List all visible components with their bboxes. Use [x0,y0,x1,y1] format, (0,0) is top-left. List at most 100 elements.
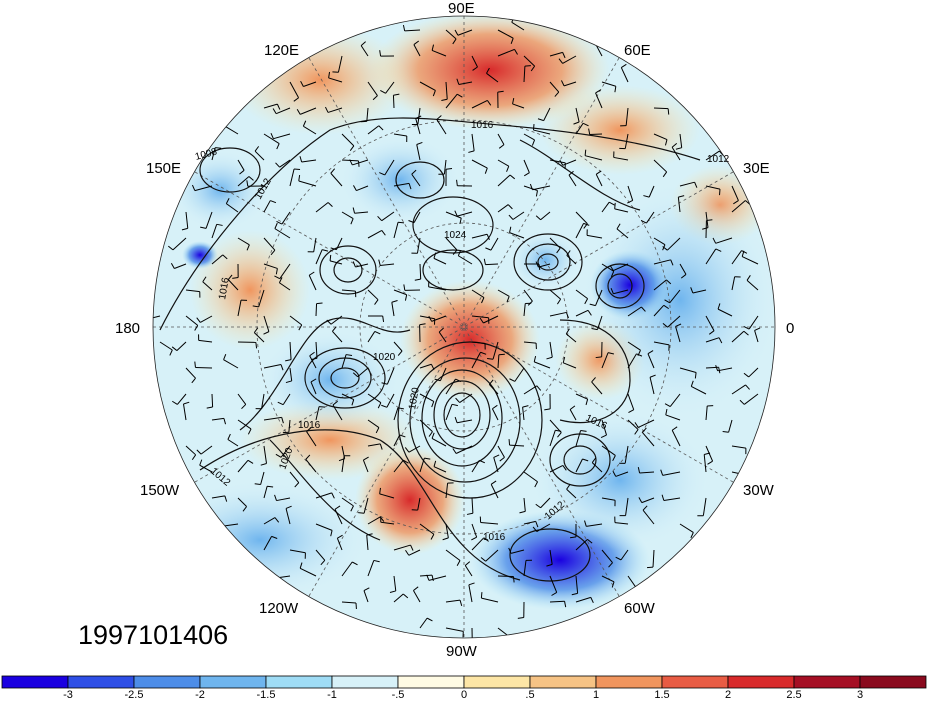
lon-label-120w: 120W [259,600,299,617]
wind-barb-flag [485,247,492,251]
wind-barb-flag [403,459,409,464]
wind-barb [367,331,376,343]
wind-barb [363,497,369,514]
wind-barb [639,471,655,474]
wind-barb-flag [246,180,249,187]
wind-barb [393,575,397,592]
wind-barb [591,462,603,473]
wind-barb-flag [667,108,670,115]
wind-barb [702,497,707,516]
colorbar-swatch [265,675,333,689]
wind-barb-flag [298,324,303,331]
wind-barb [563,81,577,87]
wind-barb-flag [441,98,448,102]
lon-label-150w: 150W [140,482,180,499]
wind-barb-flag [346,354,353,356]
wind-barb [393,133,407,137]
wind-barb-flag [456,78,460,85]
wind-barb-flag [588,128,591,135]
contour-label: 1024 [444,230,467,241]
wind-barb [653,159,668,173]
wind-barb-flag [741,250,745,257]
wind-barb [471,133,475,151]
wind-barb [367,125,380,135]
wind-barb [357,367,369,378]
wind-barb [497,289,510,297]
wind-barb-flag [611,581,615,588]
wind-barb-flag [486,234,490,241]
map-border [152,15,776,639]
wind-barb [416,144,421,161]
wind-barb [471,233,488,239]
wind-barb-flag [647,350,654,355]
wind-barb [471,289,485,298]
wind-barb-flag [373,559,380,563]
wind-barb [305,459,317,473]
wind-barb-flag [497,90,504,93]
wind-barb-flag [363,456,369,461]
colorbar-tick-label: 2 [724,689,732,701]
wind-barb-flag [191,377,196,384]
wind-barb-flag [404,294,408,301]
wind-barb [471,460,480,473]
wind-barb-flag [324,106,329,113]
wind-barb-flag [690,380,694,387]
wind-barb-flag [664,403,671,408]
wind-barb [615,471,629,477]
wind-barb [413,211,421,223]
wind-barb-flag [332,400,338,406]
wind-barb [327,107,343,113]
wind-barb [705,405,708,421]
wind-barb [393,434,401,447]
wind-barb [627,185,634,201]
contour-label: 1016 [298,420,321,431]
colorbar-swatch [661,675,729,689]
wind-barb-flag [508,214,514,220]
wind-barb-flag [456,93,463,98]
wind-barb [692,289,707,294]
wind-barb [386,367,395,385]
colorbar-tick-label: -2 [195,689,205,701]
wind-barb [595,92,603,109]
wind-barb [703,454,707,473]
wind-barb [445,549,461,561]
wind-barb [281,211,291,225]
wind-barb [625,107,629,126]
wind-barb [367,81,378,96]
wind-barb [433,466,447,473]
contour-label: 1016 [483,532,506,543]
wind-barb [419,315,435,320]
wind-barb [337,55,343,73]
wind-barb [279,159,291,168]
wind-barb [596,315,603,330]
wind-barb [341,354,347,369]
wind-barb-flag [275,268,278,275]
wind-barb [649,377,655,395]
wind-barb [263,133,280,144]
wind-barb [497,354,500,369]
wind-barb [413,590,421,603]
wind-barb-flag [600,434,607,439]
wind-barb-flag [248,176,254,181]
wind-barb [226,203,239,213]
wind-barb [536,523,551,533]
wind-barb-flag [397,350,403,356]
wind-barb-flag [666,279,672,285]
colorbar-swatch [1,675,69,689]
colorbar-tick-label: 0 [460,689,468,701]
wind-barb-flag [519,510,526,514]
wind-barb [575,223,585,239]
wind-barb-flag [614,86,617,93]
wind-barb [299,567,317,577]
wind-barb [497,174,511,187]
wind-barb-flag [754,327,761,331]
wind-barb [436,119,447,135]
wind-barb [263,517,276,525]
wind-barb [549,549,553,565]
wind-barb-flag [285,505,292,509]
wind-barb [289,471,300,483]
wind-barb-flag [414,278,421,281]
wind-barb-flag [480,557,486,562]
wind-barb [176,341,187,351]
wind-barb-flag [191,454,197,461]
